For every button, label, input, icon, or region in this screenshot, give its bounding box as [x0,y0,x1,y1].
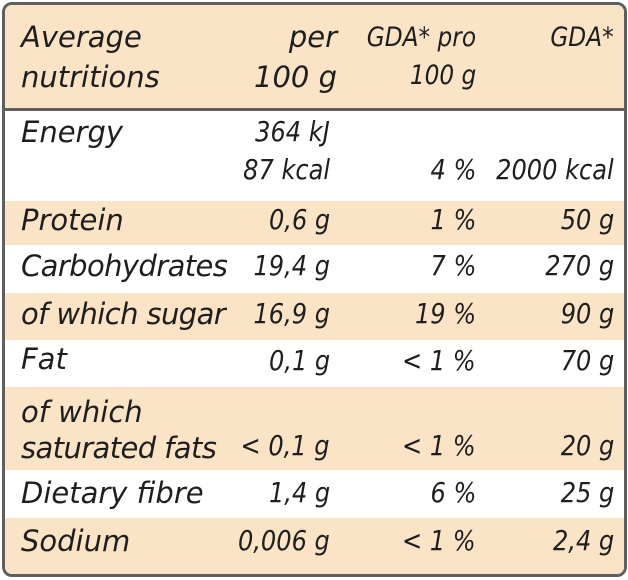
gda-value: 50 g [560,203,614,236]
gda-percent: 7 % [430,249,476,282]
per-100g-value: 19,4 g [253,249,330,282]
header-nutrient-line2: nutritions [21,60,160,94]
per-100g-value: < 0,1 g [240,429,330,462]
header-per-line1: per [288,20,337,54]
table-row: Fat 0,1 g < 1 % 70 g [5,340,624,387]
nutrient-name: Fat [21,342,67,376]
per-100g-value: 364 kJ [255,115,330,148]
nutrient-name: Protein [21,203,124,237]
per-100g-value: 0,006 g [238,524,330,557]
gda-value: 20 g [560,429,614,462]
gda-percent: 1 % [430,203,476,236]
table-row: Energy 364 kJ 87 kcal 4 % 2000 kcal [5,111,624,201]
header-divider [5,108,624,111]
nutrient-name: of which [21,395,143,429]
gda-value: 70 g [560,344,614,377]
table-row: of which saturated fats < 0,1 g < 1 % 20… [5,387,624,470]
gda-value: 270 g [545,249,614,282]
table-row: Carbohydrates 19,4 g 7 % 270 g [5,245,624,293]
gda-value: 90 g [560,297,614,330]
gda-percent: < 1 % [402,429,476,462]
nutrient-name: saturated fats [21,431,217,465]
per-100g-value: 0,6 g [268,203,330,236]
header-per-line2: 100 g [254,60,337,94]
per-100g-value: 0,1 g [268,344,330,377]
gda-percent: < 1 % [402,524,476,557]
per-100g-value: 87 kcal [243,153,330,186]
gda-percent: 19 % [414,297,476,330]
header-gda-pct-line2: 100 g [409,60,476,91]
table-row: of which sugar 16,9 g 19 % 90 g [5,293,624,340]
nutrient-name: Energy [21,115,124,149]
gda-percent: 6 % [430,476,476,509]
per-100g-value: 1,4 g [268,476,330,509]
table-header: Average nutritions per 100 g GDA* pro 10… [5,5,624,108]
per-100g-value: 16,9 g [253,297,330,330]
nutrient-name: of which sugar [21,297,226,331]
header-gda: GDA* [550,22,614,53]
table-row: Protein 0,6 g 1 % 50 g [5,201,624,245]
table-row: Sodium 0,006 g < 1 % 2,4 g [5,518,624,574]
table-row: Dietary fibre 1,4 g 6 % 25 g [5,470,624,518]
nutrient-name: Carbohydrates [21,249,228,283]
gda-percent: < 1 % [402,344,476,377]
nutrient-name: Sodium [21,524,131,558]
gda-percent: 4 % [430,153,476,186]
gda-value: 2,4 g [552,524,614,557]
header-gda-pct-line1: GDA* pro [366,22,476,53]
gda-value: 2000 kcal [496,153,614,186]
nutrient-name: Dietary fibre [21,476,204,510]
header-nutrient-line1: Average [21,20,142,54]
gda-value: 25 g [560,476,614,509]
